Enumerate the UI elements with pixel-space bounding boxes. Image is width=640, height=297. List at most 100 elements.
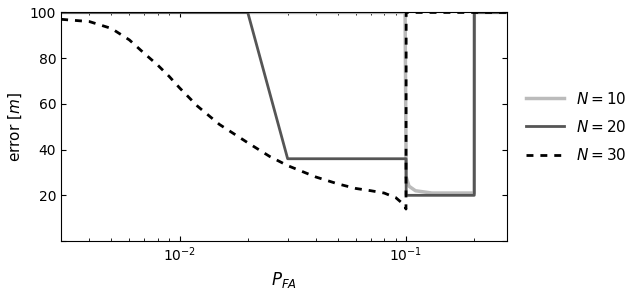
$N = 20$ [442,194,450,197]
$N = 20$ [460,194,468,197]
$N = 30$ [367,189,375,192]
$N = 10$ [476,11,483,14]
Line: $N = 10$: $N = 10$ [61,12,508,193]
$N = 20$ [449,194,456,197]
$N = 20$ [141,11,148,14]
$N = 30$ [392,196,399,199]
$N = 10$ [86,11,93,14]
$N = 30$ [86,20,93,23]
$N = 20$ [492,11,500,14]
$N = 20$ [125,11,133,14]
$N = 20$ [428,194,436,197]
$N = 20$ [420,194,428,197]
$N = 20$ [367,157,375,160]
$N = 30$ [154,63,161,67]
$N = 20$ [402,157,410,160]
$N = 10$ [401,11,409,14]
$N = 30$ [58,18,65,21]
$N = 30$ [244,141,252,145]
$N = 10$ [154,11,161,14]
X-axis label: $P_{FA}$: $P_{FA}$ [271,270,297,290]
$N = 30$ [352,187,360,190]
$N = 10$ [380,11,388,14]
$N = 10$ [442,191,450,195]
$N = 30$ [397,200,405,204]
$N = 10$ [428,191,436,195]
$N = 30$ [141,52,148,55]
$N = 30$ [194,104,202,108]
$N = 10$ [176,11,184,14]
$N = 30$ [284,164,291,168]
$N = 20$ [58,11,65,14]
$N = 30$ [400,203,408,206]
$N = 20$ [454,194,462,197]
$N = 20$ [284,157,291,160]
Y-axis label: error $[m]$: error $[m]$ [7,92,24,162]
Line: $N = 20$: $N = 20$ [61,12,508,195]
$N = 10$ [470,11,478,14]
$N = 30$ [312,175,320,179]
$N = 10$ [58,11,65,14]
$N = 10$ [367,11,375,14]
$N = 10$ [125,11,133,14]
$N = 30$ [380,191,388,195]
$N = 10$ [312,11,320,14]
Line: $N = 30$: $N = 30$ [61,12,508,209]
$N = 10$ [392,11,399,14]
$N = 20$ [400,157,408,160]
$N = 20$ [86,11,93,14]
$N = 10$ [141,11,148,14]
$N = 30$ [216,123,223,126]
$N = 20$ [312,157,320,160]
$N = 20$ [470,194,478,197]
$N = 10$ [405,184,413,188]
$N = 10$ [334,11,342,14]
$N = 10$ [244,11,252,14]
$N = 10$ [412,189,419,192]
$N = 20$ [435,194,443,197]
$N = 10$ [397,11,405,14]
$N = 10$ [465,191,473,195]
$N = 10$ [492,11,500,14]
$N = 30$ [504,11,511,14]
$N = 30$ [108,27,115,30]
$N = 10$ [216,11,223,14]
$N = 10$ [504,11,511,14]
$N = 30$ [266,155,273,158]
$N = 20$ [244,11,252,14]
$N = 20$ [465,194,473,197]
$N = 20$ [177,11,184,14]
$N = 10$ [165,11,173,14]
$N = 20$ [403,194,410,197]
$N = 10$ [454,191,462,195]
$N = 10$ [72,11,80,14]
$N = 30$ [165,75,173,78]
$N = 10$ [470,191,478,195]
$N = 20$ [470,11,478,14]
$N = 20$ [392,157,399,160]
$N = 30$ [412,11,419,14]
$N = 30$ [442,11,450,14]
$N = 30$ [125,38,133,42]
$N = 10$ [284,11,291,14]
$N = 30$ [176,86,184,90]
$N = 20$ [380,157,388,160]
$N = 10$ [403,175,410,179]
$N = 20$ [504,11,511,14]
$N = 20$ [334,157,342,160]
Legend: $N = 10$, $N = 20$, $N = 30$: $N = 10$, $N = 20$, $N = 30$ [520,84,632,169]
$N = 10$ [108,11,115,14]
$N = 20$ [407,194,415,197]
$N = 20$ [476,11,483,14]
$N = 20$ [165,11,173,14]
$N = 30$ [334,182,342,186]
$N = 10$ [352,11,360,14]
$N = 20$ [176,11,184,14]
$N = 30$ [403,11,410,14]
$N = 20$ [154,11,161,14]
$N = 30$ [402,207,410,211]
$N = 20$ [352,157,360,160]
$N = 20$ [108,11,115,14]
$N = 20$ [397,157,405,160]
$N = 20$ [412,194,419,197]
